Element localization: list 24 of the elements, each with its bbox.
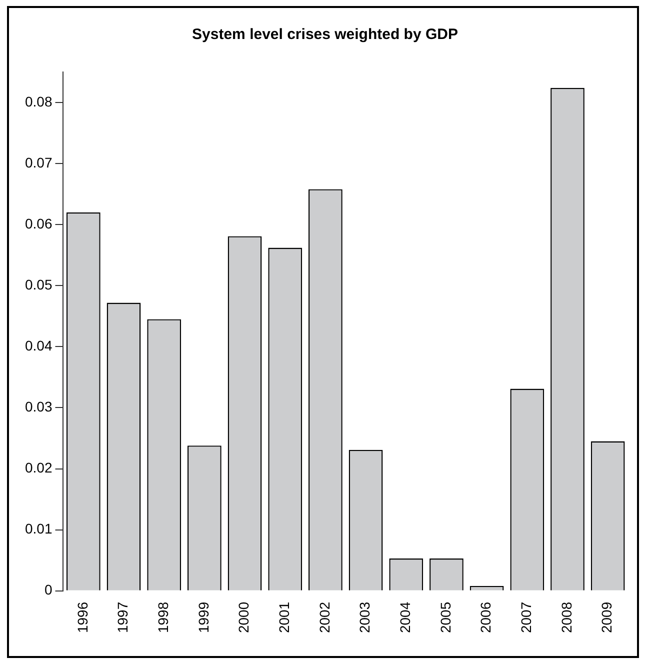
x-tick-label: 1998 [154, 602, 171, 634]
x-tick-label: 2009 [598, 602, 615, 634]
x-tick-label: 2003 [356, 602, 373, 634]
y-tick-label: 0.04 [25, 338, 52, 354]
y-tick-label: 0.03 [25, 398, 52, 415]
x-tick-label: 1997 [114, 602, 131, 634]
x-tick-label: 2005 [437, 602, 454, 634]
x-tick-label: 2001 [276, 602, 292, 634]
y-tick-label: 0.01 [25, 520, 52, 537]
x-tick-label: 2006 [478, 602, 494, 634]
x-tick-label: 1996 [74, 602, 90, 634]
x-tick-label: 2002 [316, 602, 332, 634]
y-tick-label: 0.08 [25, 93, 52, 110]
y-tick-label: 0.05 [25, 276, 52, 293]
x-tick-label: 2007 [518, 602, 534, 634]
y-tick-label: 0.06 [25, 215, 52, 232]
chart-title: System level crises weighted by GDP [192, 26, 458, 44]
y-tick-label: 0.07 [25, 154, 52, 170]
y-tick-label: 0.02 [25, 460, 52, 476]
x-tick-label: 2008 [558, 602, 574, 634]
x-tick-label: 1999 [195, 602, 212, 634]
x-tick-label: 2004 [396, 602, 413, 634]
y-tick-label: 0 [44, 582, 52, 598]
x-tick-label: 2000 [236, 602, 252, 634]
